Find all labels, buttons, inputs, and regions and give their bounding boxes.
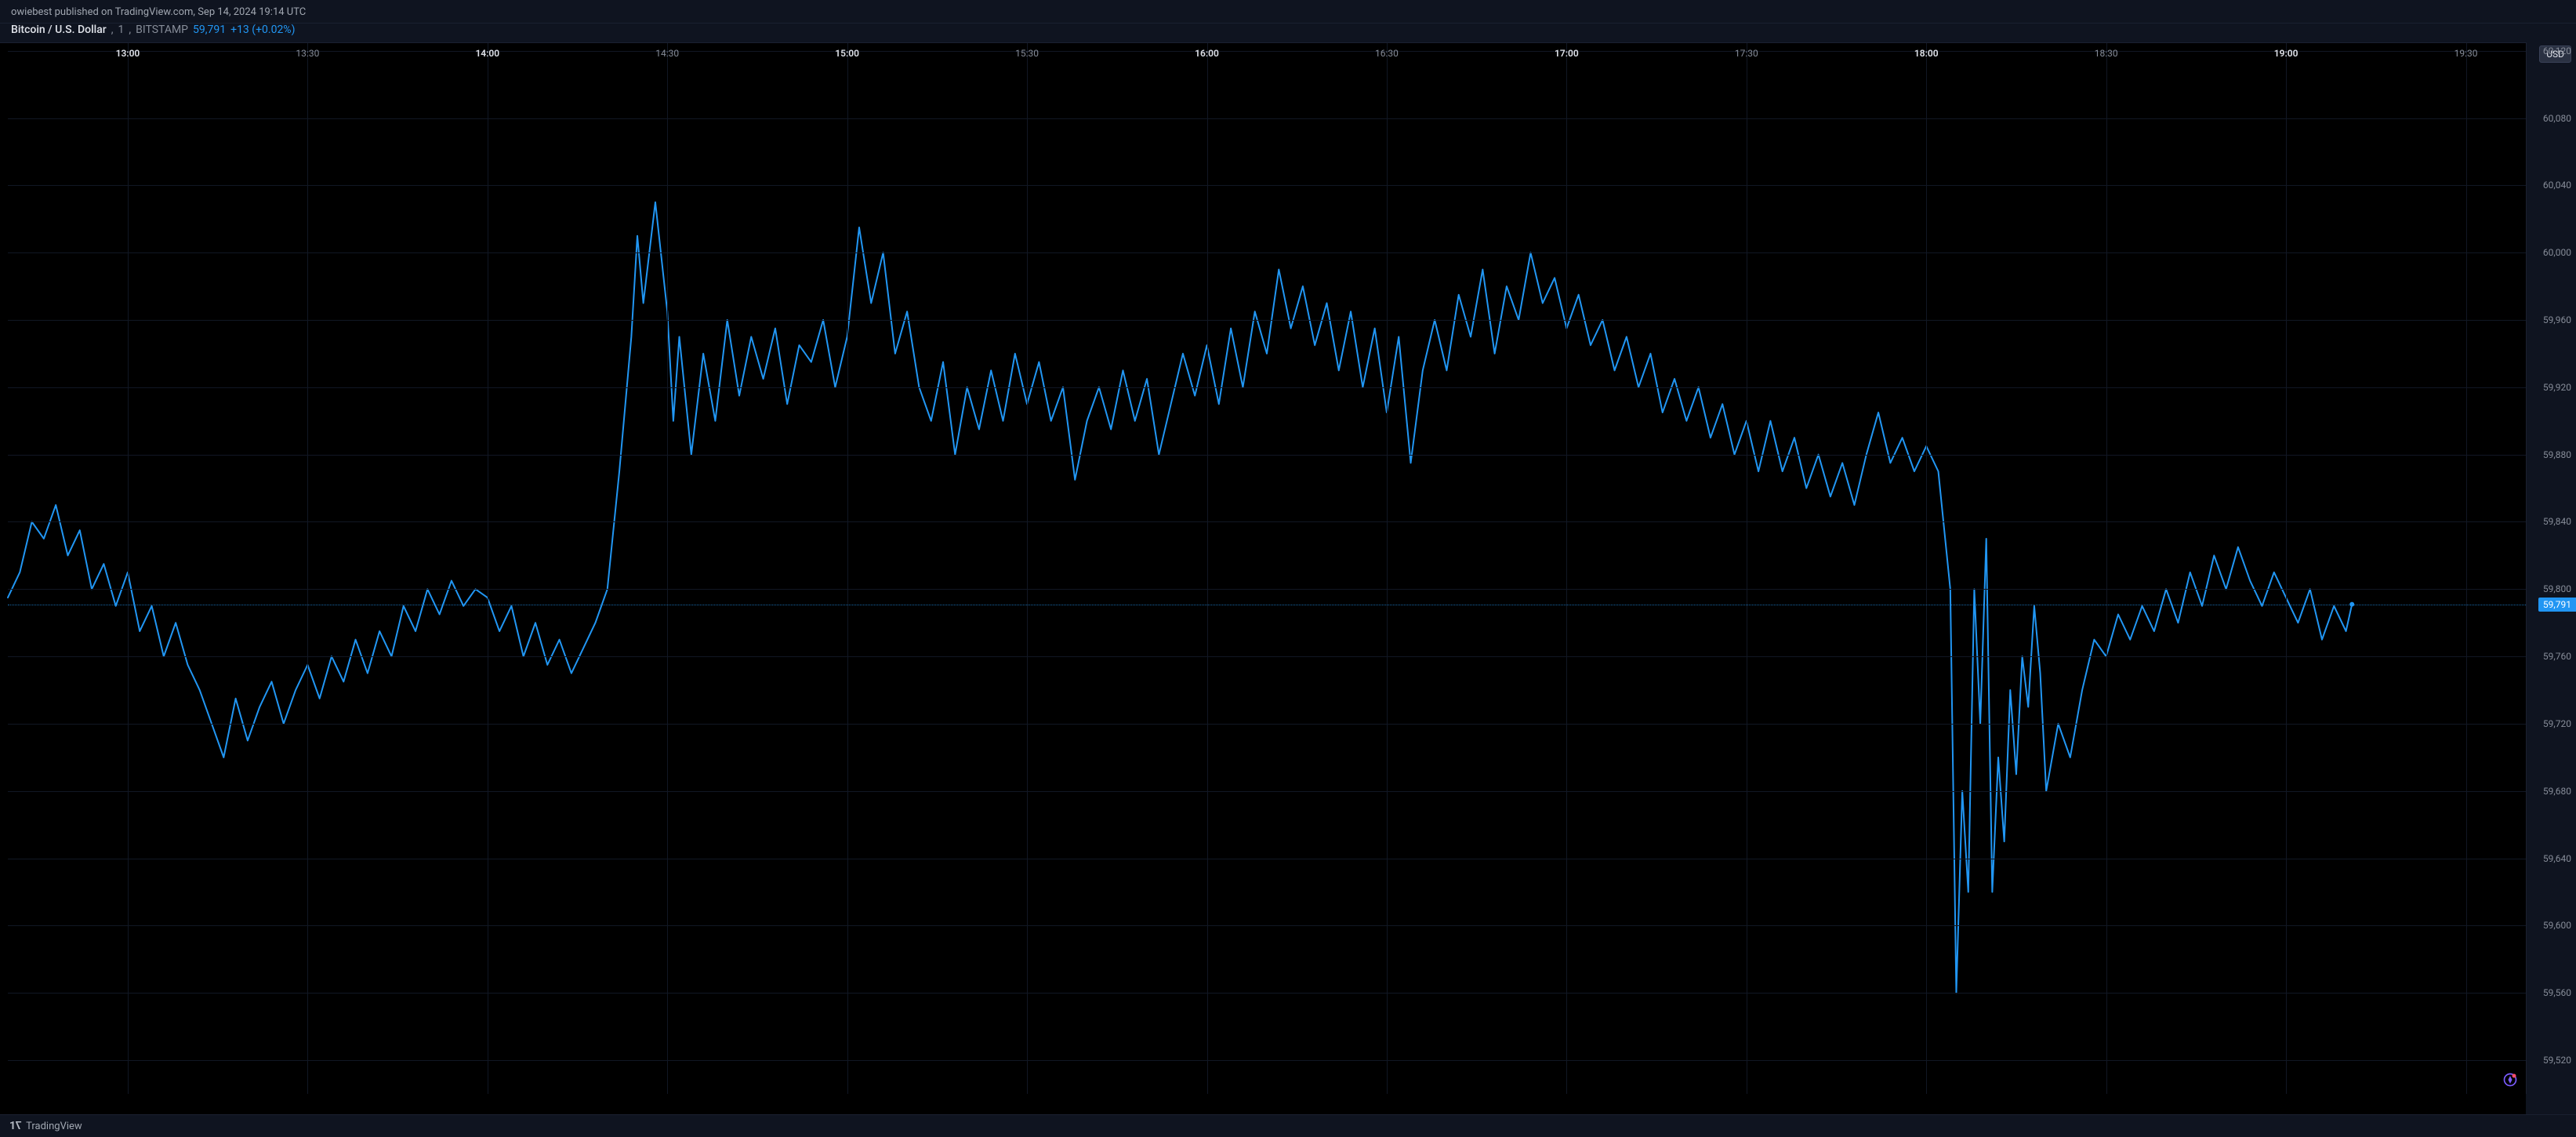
plot-inner[interactable] (8, 42, 2526, 1094)
y-tick-label: 59,960 (2543, 314, 2571, 325)
y-tick-label: 59,640 (2543, 853, 2571, 864)
x-tick-label: 18:30 (2095, 48, 2118, 59)
chart-container: owiebest published on TradingView.com, S… (0, 0, 2576, 1137)
attribution-bar: owiebest published on TradingView.com, S… (0, 0, 2576, 24)
plot-area[interactable]: 13:00 13:30 14:00 14:30 15:00 15:30 16:00 16:30… (0, 42, 2526, 1114)
chart-area[interactable]: 13:00 13:30 14:00 14:30 15:00 15:30 16:00 16:30… (0, 24, 2576, 1114)
gridline-vertical (1926, 42, 1927, 1094)
y-tick-label: 59,880 (2543, 449, 2571, 460)
gridline-vertical (2106, 42, 2107, 1094)
x-tick-label: 14:30 (655, 48, 679, 59)
y-tick-label: 60,000 (2543, 247, 2571, 258)
price-series-line (8, 202, 2352, 993)
x-tick-label: 15:00 (835, 48, 859, 59)
gridline-vertical (128, 42, 129, 1094)
exchange-name[interactable]: BITSTAMP (136, 24, 188, 36)
y-tick-label: 60,040 (2543, 180, 2571, 191)
gridline-vertical (1207, 42, 1208, 1094)
symbol-separator: , (111, 24, 114, 36)
y-tick-label: 59,720 (2543, 718, 2571, 729)
gridline-horizontal (8, 656, 2526, 657)
y-tick-label: 59,600 (2543, 920, 2571, 931)
gridline-vertical (307, 42, 308, 1094)
gridline-horizontal (8, 387, 2526, 388)
price-change: +13 (+0.02%) (230, 24, 295, 36)
gridline-vertical (667, 42, 668, 1094)
x-tick-label: 16:30 (1375, 48, 1399, 59)
gridline-horizontal (8, 320, 2526, 321)
x-tick-label: 16:00 (1195, 48, 1219, 59)
y-tick-label: 59,800 (2543, 583, 2571, 594)
y-tick-label: 59,560 (2543, 987, 2571, 998)
y-tick-label: 60,120 (2543, 45, 2571, 56)
gridline-vertical (1387, 42, 1388, 1094)
gridline-vertical (1566, 42, 1567, 1094)
gridline-vertical (847, 42, 848, 1094)
y-tick-label: 59,760 (2543, 651, 2571, 662)
x-tick-label: 14:00 (475, 48, 499, 59)
gridline-horizontal (8, 925, 2526, 926)
gridline-horizontal (8, 455, 2526, 456)
x-tick-label: 13:00 (116, 48, 140, 59)
snapshot-icon[interactable] (2502, 1072, 2518, 1088)
gridline-horizontal (8, 118, 2526, 119)
gridline-horizontal (8, 185, 2526, 186)
brand-label[interactable]: TradingView (26, 1121, 82, 1132)
x-tick-label: 13:30 (296, 48, 319, 59)
y-tick-label: 59,520 (2543, 1055, 2571, 1066)
x-tick-label: 18:00 (1914, 48, 1939, 59)
gridline-horizontal (8, 791, 2526, 792)
attribution-text: owiebest published on TradingView.com, S… (11, 6, 306, 18)
gridline-vertical (1027, 42, 1028, 1094)
y-tick-label: 60,080 (2543, 113, 2571, 124)
symbol-name[interactable]: Bitcoin / U.S. Dollar (11, 24, 107, 36)
price-line (8, 42, 2526, 1094)
y-axis[interactable]: USD 60,12060,08060,04060,00059,96059,920… (2526, 42, 2576, 1094)
gridline-horizontal (8, 589, 2526, 590)
x-axis[interactable]: 13:00 13:30 14:00 14:30 15:00 15:30 16:00 16:30… (0, 42, 2526, 63)
gridline-horizontal (8, 993, 2526, 994)
gridline-vertical (2286, 42, 2287, 1094)
last-price: 59,791 (193, 24, 226, 36)
x-tick-label: 19:30 (2454, 48, 2478, 59)
current-price-tag: 59,791 (2538, 598, 2576, 612)
chart-interval[interactable]: 1 (118, 24, 124, 36)
x-tick-label: 15:30 (1015, 48, 1039, 59)
gridline-horizontal (8, 521, 2526, 522)
x-tick-label: 17:30 (1735, 48, 1758, 59)
gridline-horizontal (8, 252, 2526, 253)
gridline-horizontal (8, 724, 2526, 725)
symbol-header: Bitcoin / U.S. Dollar , 1 , BITSTAMP 59,… (11, 24, 295, 36)
tradingview-logo-icon[interactable]: 17 (9, 1120, 21, 1132)
y-tick-label: 59,920 (2543, 382, 2571, 393)
gridline-vertical (2466, 42, 2467, 1094)
x-tick-label: 17:00 (1555, 48, 1579, 59)
y-tick-label: 59,840 (2543, 516, 2571, 527)
symbol-separator: , (129, 24, 131, 36)
x-tick-label: 19:00 (2274, 48, 2298, 59)
gridline-horizontal (8, 1060, 2526, 1061)
footer-bar: 17 TradingView (0, 1114, 2576, 1137)
y-tick-label: 59,680 (2543, 786, 2571, 797)
